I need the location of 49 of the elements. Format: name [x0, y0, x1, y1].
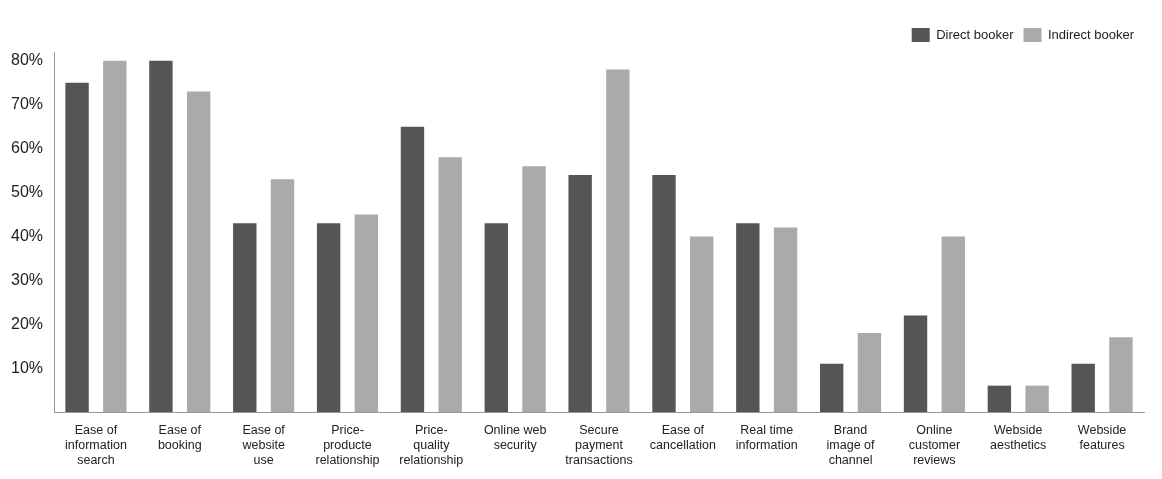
bar	[1109, 337, 1133, 412]
bar	[690, 236, 714, 412]
y-tick-label: 20%	[10, 314, 44, 332]
x-tick-label: Brand image of channel	[826, 422, 876, 467]
y-tick-label: 60%	[10, 138, 44, 156]
x-tick-label: Real time information	[735, 422, 798, 452]
bar	[857, 332, 882, 412]
bar	[606, 69, 630, 412]
x-tick-label: Price-producte relationship	[315, 422, 380, 467]
y-tick-label: 50%	[10, 182, 44, 200]
legend-label: Direct booker	[936, 26, 1015, 42]
x-tick-label: Price-quality relationship	[399, 422, 464, 467]
x-tick-label: Online customer reviews	[908, 422, 961, 467]
bar	[941, 236, 965, 412]
x-tick-label: Ease of information search	[65, 422, 127, 467]
legend-label: Indirect booker	[1048, 26, 1135, 42]
y-tick-label: 40%	[10, 226, 44, 244]
bar	[987, 385, 1012, 412]
bar	[233, 223, 257, 412]
bar	[819, 363, 844, 412]
x-tick-label: Webside features	[1077, 422, 1127, 452]
y-tick-label: 70%	[10, 95, 44, 113]
bar	[354, 214, 379, 412]
bar	[736, 223, 760, 412]
bar	[316, 223, 341, 412]
bar	[1071, 363, 1095, 412]
bar	[149, 60, 173, 412]
y-tick-label: 10%	[10, 358, 44, 376]
bar	[103, 60, 127, 412]
bar	[438, 157, 462, 412]
bar	[65, 82, 89, 412]
bar	[773, 227, 798, 412]
bar	[1025, 385, 1049, 412]
y-tick-label: 30%	[10, 270, 44, 288]
bar	[652, 174, 676, 412]
x-tick-label: Secure payment transactions	[565, 422, 633, 467]
bar	[903, 315, 928, 412]
bar	[186, 91, 211, 412]
x-tick-label: Ease of website use	[241, 422, 286, 467]
y-tick-label: 80%	[10, 51, 44, 69]
bar	[568, 174, 592, 412]
x-tick-label: Ease of cancellation	[649, 422, 716, 452]
x-tick-label: Webside aesthetics	[990, 422, 1047, 452]
bar	[484, 223, 508, 412]
bar	[522, 166, 546, 412]
x-tick-label: Online web security	[483, 422, 547, 452]
bar	[270, 179, 295, 412]
x-tick-label: Ease of booking	[157, 422, 202, 452]
bar	[400, 126, 425, 412]
